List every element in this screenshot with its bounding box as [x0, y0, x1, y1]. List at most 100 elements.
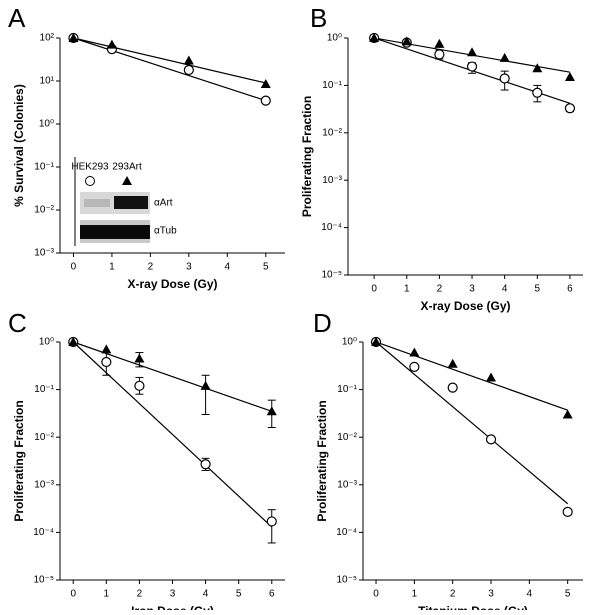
point [447, 358, 458, 368]
x-tick-label: 1 [404, 284, 410, 295]
inset-blot [74, 157, 150, 246]
x-tick-label: 5 [535, 284, 541, 295]
point [369, 33, 380, 42]
y-axis-label: Proliferating Fraction [300, 96, 314, 217]
point [200, 459, 211, 470]
x-tick-label: 0 [71, 262, 77, 273]
x-axis-label: X-ray Dose (Gy) [420, 299, 510, 313]
y-tick-label: 10⁻¹ [34, 384, 54, 395]
y-axis-label: % Survival (Colonies) [12, 84, 26, 207]
panel-label: B [310, 3, 327, 33]
panel: C 0 1 2 3 4 5 6 10⁻⁵ 10⁻⁴ 10⁻³ 10⁻² 10⁻¹ 10⁰ Iron Dose… [8, 308, 285, 615]
fit-line [73, 37, 266, 102]
x-tick-label: 6 [567, 284, 573, 295]
x-axis-label: X-ray Dose (Gy) [127, 277, 217, 291]
point [371, 337, 382, 346]
point [532, 87, 543, 98]
y-tick-label: 10⁻⁴ [336, 527, 357, 538]
y-tick-label: 10⁻¹ [322, 80, 342, 91]
fit-line [375, 341, 568, 411]
point [564, 103, 576, 114]
x-tick-label: 2 [437, 284, 443, 295]
blot-band [80, 225, 150, 239]
point [499, 73, 510, 84]
fit-line [375, 341, 569, 505]
y-tick-label: 10⁻³ [34, 248, 54, 259]
point [183, 55, 194, 65]
panel-label: C [8, 308, 27, 338]
y-tick-label: 10² [40, 33, 55, 44]
point [499, 52, 510, 62]
point [434, 38, 445, 48]
y-tick-label: 10⁰ [327, 33, 342, 44]
point [409, 347, 420, 357]
point [447, 382, 458, 393]
x-tick-label: 0 [373, 589, 379, 600]
y-tick-label: 10⁻⁵ [336, 575, 357, 586]
y-tick-label: 10⁻² [322, 127, 342, 138]
x-axis-label: Iron Dose (Gy) [131, 604, 214, 610]
y-tick-label: 10¹ [40, 76, 55, 87]
point [260, 79, 271, 89]
x-tick-label: 3 [186, 262, 192, 273]
x-axis-label: Titanium Dose (Gy) [418, 604, 528, 610]
x-tick-label: 3 [469, 284, 475, 295]
x-tick-label: 1 [412, 589, 418, 600]
point [434, 49, 445, 60]
point [562, 409, 573, 419]
y-axis-label: Proliferating Fraction [315, 400, 329, 521]
y-tick-label: 10⁻³ [34, 479, 54, 490]
point [101, 356, 112, 368]
fit-line [73, 37, 266, 84]
point [467, 47, 478, 57]
x-tick-label: 5 [236, 589, 242, 600]
y-tick-label: 10⁰ [39, 119, 54, 130]
x-tick-label: 5 [565, 589, 571, 600]
point [266, 516, 277, 527]
point [562, 506, 573, 517]
y-tick-label: 10⁻⁴ [33, 527, 54, 538]
legend-marker [85, 176, 95, 186]
point [266, 406, 277, 416]
point [134, 380, 145, 391]
point [68, 33, 79, 42]
point [183, 64, 194, 76]
y-tick-label: 10⁻⁵ [33, 575, 54, 586]
x-tick-label: 2 [137, 589, 143, 600]
y-tick-label: 10⁰ [39, 337, 54, 348]
point [485, 434, 497, 445]
fit-line [72, 341, 273, 528]
panel-label: A [8, 3, 26, 33]
x-tick-label: 0 [70, 589, 76, 600]
y-tick-label: 10⁻³ [337, 479, 357, 490]
point [101, 344, 112, 354]
point [409, 361, 420, 372]
x-tick-label: 4 [225, 262, 231, 273]
x-tick-label: 0 [371, 284, 377, 295]
x-tick-label: 6 [269, 589, 275, 600]
point [106, 39, 117, 49]
y-tick-label: 10⁰ [342, 337, 357, 348]
point [134, 353, 145, 363]
y-tick-label: 10⁻² [337, 432, 357, 443]
y-tick-label: 10⁻³ [322, 175, 342, 186]
point [486, 372, 497, 382]
blot-band [114, 196, 148, 209]
y-tick-label: 10⁻⁵ [321, 270, 342, 281]
panel: D 0 1 2 3 4 5 10⁻⁵ 10⁻⁴ 10⁻³ 10⁻² 10⁻¹ 10⁰ Titanium D… [313, 308, 583, 615]
x-tick-label: 4 [203, 589, 209, 600]
y-tick-label: 10⁻⁴ [321, 222, 342, 233]
y-tick-label: 10⁻¹ [337, 384, 357, 395]
point [401, 36, 412, 46]
x-tick-label: 1 [104, 589, 110, 600]
legend-label: 293Art [112, 162, 142, 173]
x-tick-label: 4 [527, 589, 533, 600]
legend-label: HEK293 [71, 162, 109, 173]
point [260, 95, 271, 106]
point [466, 61, 478, 72]
y-tick-label: 10⁻¹ [34, 162, 54, 173]
x-tick-label: 2 [450, 589, 456, 600]
x-tick-label: 2 [148, 262, 154, 273]
x-tick-label: 4 [502, 284, 508, 295]
